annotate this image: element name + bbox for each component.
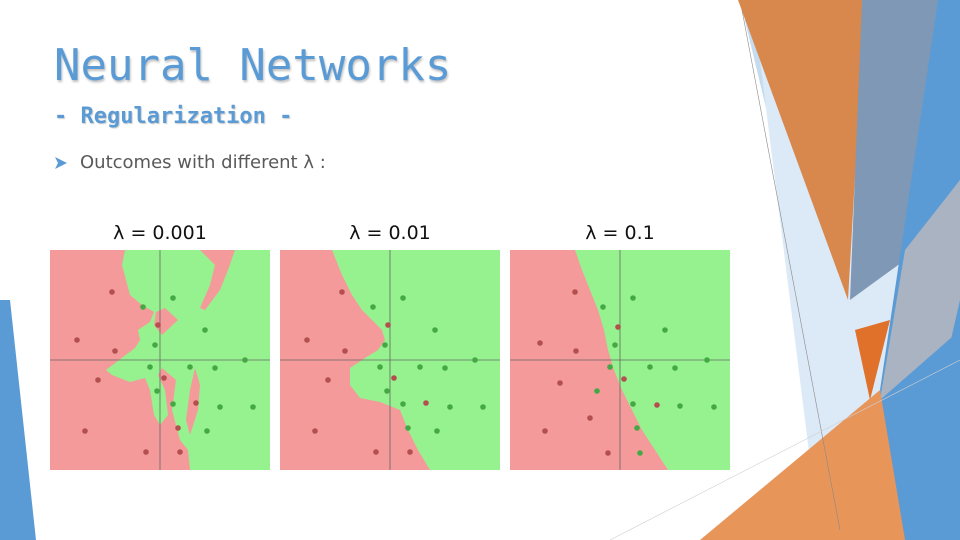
deco-blue-bottom-facet: [905, 300, 960, 540]
data-point-green: [187, 364, 193, 370]
data-point-green: [630, 295, 636, 301]
slide-title: Neural Networks: [54, 40, 452, 91]
data-point-green: [677, 403, 683, 409]
deco-thin-line: [741, 9, 841, 531]
data-point-green: [594, 388, 600, 394]
deco-grey-blue-facet: [850, 0, 940, 300]
data-point-red: [391, 375, 397, 381]
region-red-notch: [200, 250, 235, 310]
data-point-green: [405, 425, 411, 431]
data-point-green: [600, 304, 606, 310]
data-point-green: [140, 304, 146, 310]
data-point-red: [312, 428, 318, 434]
panel-label-2: λ = 0.01: [349, 222, 431, 244]
data-point-red: [177, 449, 183, 455]
data-point-green: [647, 364, 653, 370]
bullet-item: Outcomes with different λ :: [54, 152, 326, 173]
data-point-red: [587, 415, 593, 421]
data-point-green: [382, 342, 388, 348]
data-points: [74, 289, 256, 455]
decision-plot-2: [280, 250, 500, 470]
decision-plot-3: [510, 250, 730, 470]
deco-orange-bottom-facet: [700, 390, 905, 540]
data-point-red: [423, 400, 429, 406]
data-point-green: [152, 342, 158, 348]
data-point-red: [339, 289, 345, 295]
data-point-red: [557, 380, 563, 386]
data-point-green: [202, 327, 208, 333]
data-point-green: [630, 401, 636, 407]
data-point-green: [480, 404, 486, 410]
data-point-green: [170, 401, 176, 407]
data-point-green: [711, 404, 717, 410]
data-point-red: [572, 289, 578, 295]
data-point-red: [615, 324, 621, 330]
data-point-red: [325, 377, 331, 383]
data-point-red: [74, 337, 80, 343]
deco-left-blue-sliver: [0, 300, 36, 540]
data-point-green: [147, 364, 153, 370]
data-point-green: [400, 295, 406, 301]
data-point-green: [400, 401, 406, 407]
data-point-green: [434, 428, 440, 434]
data-point-green: [447, 404, 453, 410]
data-point-red: [193, 400, 199, 406]
data-points: [537, 289, 717, 456]
data-point-red: [407, 449, 413, 455]
data-point-red: [161, 375, 167, 381]
deco-thin-line: [609, 359, 960, 540]
panel-label-1: λ = 0.001: [113, 222, 207, 244]
data-point-green: [442, 365, 448, 371]
data-point-red: [112, 348, 118, 354]
data-point-green: [384, 388, 390, 394]
data-point-red: [654, 402, 660, 408]
data-point-red: [373, 449, 379, 455]
data-point-green: [377, 364, 383, 370]
data-point-red: [82, 428, 88, 434]
data-point-red: [573, 348, 579, 354]
data-point-green: [242, 357, 248, 363]
data-point-green: [204, 428, 210, 434]
data-point-green: [212, 365, 218, 371]
data-point-green: [634, 425, 640, 431]
data-point-red: [385, 322, 391, 328]
data-point-green: [612, 342, 618, 348]
data-point-green: [217, 404, 223, 410]
data-point-red: [175, 425, 181, 431]
data-point-red: [621, 376, 627, 382]
data-point-green: [432, 327, 438, 333]
data-point-red: [304, 337, 310, 343]
panel-label-3: λ = 0.1: [585, 222, 655, 244]
data-point-red: [542, 428, 548, 434]
data-point-green: [637, 450, 643, 456]
data-point-green: [417, 364, 423, 370]
data-point-red: [537, 340, 543, 346]
deco-orange-top-facet: [738, 0, 865, 300]
deco-orange-mid-facet: [855, 320, 890, 400]
data-point-red: [605, 450, 611, 456]
data-point-red: [95, 377, 101, 383]
data-point-green: [472, 357, 478, 363]
data-point-red: [155, 322, 161, 328]
data-point-green: [170, 295, 176, 301]
data-point-red: [109, 289, 115, 295]
decision-plot-1: [50, 250, 270, 470]
data-point-green: [662, 327, 668, 333]
data-point-red: [143, 449, 149, 455]
data-point-green: [672, 365, 678, 371]
data-point-red: [342, 348, 348, 354]
slide-subtitle: - Regularization -: [54, 104, 293, 129]
data-point-green: [607, 364, 613, 370]
data-point-green: [154, 388, 160, 394]
data-point-green: [704, 357, 710, 363]
data-points: [304, 289, 486, 455]
bullet-arrow-icon: [55, 156, 67, 169]
deco-grey-mid-facet: [880, 180, 960, 400]
region-red-finger: [186, 368, 200, 435]
bullet-text: Outcomes with different λ :: [80, 152, 326, 173]
data-point-green: [370, 304, 376, 310]
data-point-green: [250, 404, 256, 410]
